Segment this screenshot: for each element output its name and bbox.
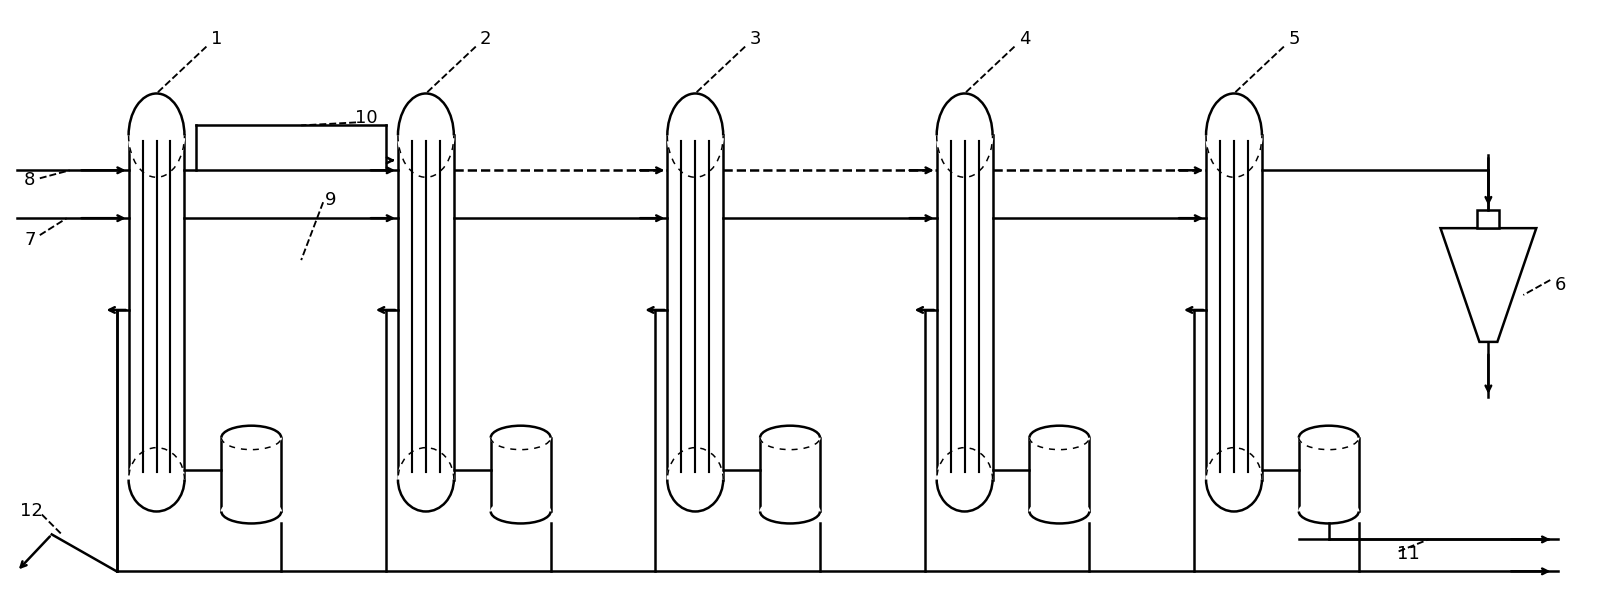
Ellipse shape	[129, 93, 185, 177]
Ellipse shape	[1207, 448, 1261, 512]
Text: 10: 10	[354, 109, 377, 127]
Ellipse shape	[398, 448, 454, 512]
Ellipse shape	[1029, 426, 1089, 450]
Ellipse shape	[760, 500, 820, 523]
Text: 12: 12	[21, 503, 43, 520]
Bar	[1298, 438, 1358, 512]
Text: 4: 4	[1018, 30, 1029, 48]
Ellipse shape	[760, 426, 820, 450]
Bar	[221, 438, 282, 512]
Text: 5: 5	[1289, 30, 1300, 48]
Ellipse shape	[1029, 500, 1089, 523]
Bar	[398, 135, 454, 480]
Polygon shape	[1440, 228, 1537, 342]
Ellipse shape	[491, 500, 551, 523]
Bar	[1029, 438, 1089, 512]
Ellipse shape	[1298, 426, 1358, 450]
Ellipse shape	[667, 448, 723, 512]
Text: 6: 6	[1555, 276, 1566, 294]
Bar	[491, 438, 551, 512]
Text: 2: 2	[480, 30, 491, 48]
Ellipse shape	[667, 93, 723, 177]
Ellipse shape	[221, 500, 282, 523]
Text: 3: 3	[749, 30, 760, 48]
Bar	[1207, 135, 1261, 480]
Ellipse shape	[129, 448, 185, 512]
Ellipse shape	[491, 426, 551, 450]
Text: 9: 9	[325, 191, 337, 209]
Text: 1: 1	[211, 30, 222, 48]
Ellipse shape	[936, 448, 992, 512]
Bar	[760, 438, 820, 512]
Ellipse shape	[1298, 500, 1358, 523]
Bar	[1477, 210, 1500, 228]
Text: 11: 11	[1397, 545, 1419, 563]
Bar	[936, 135, 992, 480]
Ellipse shape	[221, 426, 282, 450]
Ellipse shape	[1207, 93, 1261, 177]
Ellipse shape	[398, 93, 454, 177]
Bar	[129, 135, 185, 480]
Text: 7: 7	[24, 231, 35, 249]
Text: 8: 8	[24, 171, 35, 189]
Bar	[667, 135, 723, 480]
Ellipse shape	[936, 93, 992, 177]
